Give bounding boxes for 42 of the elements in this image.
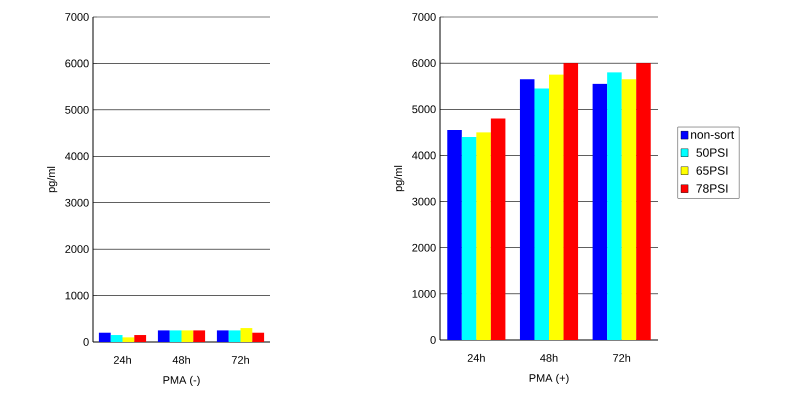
x-tick-label: 24h (468, 354, 485, 362)
legend-label: 50PSI (696, 148, 728, 157)
x-axis-title: PMA (+) (530, 374, 569, 384)
y-tick-label: 7000 (65, 13, 89, 21)
bar (534, 88, 550, 340)
x-tick-label: 72h (613, 354, 630, 362)
bar (622, 79, 636, 340)
y-tick-label: 1000 (412, 290, 436, 298)
bar (592, 84, 608, 340)
bar (607, 72, 622, 340)
legend-label: 78PSI (696, 184, 728, 193)
bar (520, 79, 534, 340)
y-tick-label: 6000 (412, 59, 436, 68)
x-tick-label: 48h (540, 354, 558, 362)
y-tick-label: 4000 (412, 152, 436, 160)
y-tick-label: 7000 (412, 13, 436, 21)
bar (549, 74, 564, 340)
y-tick-label: 5000 (412, 105, 436, 114)
y-tick-label: 0 (430, 336, 436, 344)
y-tick-label: 2000 (412, 244, 436, 252)
x-axis-title: PMA (-) (164, 376, 200, 386)
bar (462, 136, 476, 340)
y-tick-label: 0 (83, 338, 89, 346)
bar (564, 63, 578, 340)
x-tick-label: 24h (114, 356, 131, 364)
bar (476, 132, 491, 340)
y-axis-title: pg/ml (394, 166, 404, 192)
x-tick-label: 48h (172, 356, 190, 364)
y-tick-label: 4000 (65, 152, 89, 160)
y-tick-label: 2000 (65, 245, 89, 254)
y-tick-label: 5000 (65, 106, 89, 114)
legend-label: non-sort (691, 131, 734, 139)
bar (636, 63, 651, 340)
y-tick-label: 6000 (65, 60, 89, 68)
bar (490, 118, 506, 340)
x-tick-label: 72h (232, 356, 249, 364)
y-tick-label: 1000 (66, 292, 89, 300)
legend-label: 65PSI (696, 166, 728, 175)
y-axis-title: pg/ml (47, 166, 58, 192)
bar (447, 130, 462, 340)
y-tick-label: 3000 (65, 198, 89, 207)
y-tick-label: 3000 (412, 198, 436, 206)
